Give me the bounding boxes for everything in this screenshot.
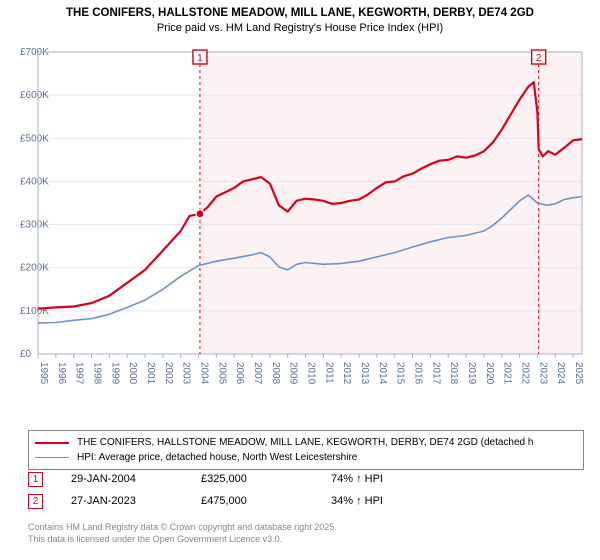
svg-text:2010: 2010 [306,362,317,385]
svg-text:2009: 2009 [288,362,299,385]
svg-text:2016: 2016 [413,362,424,385]
svg-text:2019: 2019 [466,362,477,385]
marker-date: 29-JAN-2004 [71,473,201,485]
svg-text:2006: 2006 [234,362,245,385]
svg-text:1998: 1998 [92,362,103,385]
svg-text:2025: 2025 [573,362,584,385]
svg-text:£400K: £400K [20,176,49,187]
footer-credits: Contains HM Land Registry data © Crown c… [28,522,337,545]
footer-line2: This data is licensed under the Open Gov… [28,534,337,546]
marker-price: £325,000 [201,473,331,485]
svg-text:2023: 2023 [537,362,548,385]
svg-text:2017: 2017 [430,362,441,385]
marker-delta: 34% ↑ HPI [331,495,461,507]
svg-text:2024: 2024 [555,362,566,385]
svg-text:£500K: £500K [20,133,49,144]
svg-text:2014: 2014 [377,362,388,385]
marker-badge: 1 [28,472,43,487]
marker-delta: 74% ↑ HPI [331,473,461,485]
svg-text:2007: 2007 [252,362,263,385]
svg-text:2022: 2022 [520,362,531,385]
svg-text:£600K: £600K [20,90,49,101]
svg-text:2003: 2003 [181,362,192,385]
svg-text:2005: 2005 [216,362,227,385]
svg-text:1996: 1996 [56,362,67,385]
marker-table: 1 29-JAN-2004 £325,000 74% ↑ HPI 2 27-JA… [28,468,584,512]
svg-text:£0: £0 [20,349,32,360]
svg-text:2001: 2001 [145,362,156,385]
marker-number: 2 [33,496,39,507]
legend-swatch [35,442,69,444]
svg-text:£300K: £300K [20,220,49,231]
svg-text:2015: 2015 [395,362,406,385]
marker-row: 2 27-JAN-2023 £475,000 34% ↑ HPI [28,490,584,512]
legend: THE CONIFERS, HALLSTONE MEADOW, MILL LAN… [28,430,584,470]
legend-label: HPI: Average price, detached house, Nort… [77,452,357,463]
svg-text:1995: 1995 [38,362,49,385]
svg-text:2002: 2002 [163,362,174,385]
chart-title-line1: THE CONIFERS, HALLSTONE MEADOW, MILL LAN… [0,0,600,21]
marker-number: 1 [33,474,39,485]
svg-text:1997: 1997 [74,362,85,385]
svg-text:2013: 2013 [359,362,370,385]
legend-item: THE CONIFERS, HALLSTONE MEADOW, MILL LAN… [35,435,577,450]
svg-text:2012: 2012 [341,362,352,385]
footer-line1: Contains HM Land Registry data © Crown c… [28,522,337,534]
svg-text:2020: 2020 [484,362,495,385]
svg-text:2: 2 [536,53,542,64]
svg-text:2008: 2008 [270,362,281,385]
svg-text:£200K: £200K [20,263,49,274]
marker-row: 1 29-JAN-2004 £325,000 74% ↑ HPI [28,468,584,490]
svg-text:2000: 2000 [127,362,138,385]
svg-text:2011: 2011 [323,362,334,384]
svg-text:1999: 1999 [109,362,120,385]
marker-price: £475,000 [201,495,331,507]
chart-plot: £0£100K£200K£300K£400K£500K£600K£700K199… [18,46,588,406]
svg-text:2021: 2021 [502,362,513,385]
marker-badge: 2 [28,494,43,509]
chart-container: THE CONIFERS, HALLSTONE MEADOW, MILL LAN… [0,0,600,560]
chart-title-line2: Price paid vs. HM Land Registry's House … [0,21,600,34]
svg-text:2018: 2018 [448,362,459,385]
legend-label: THE CONIFERS, HALLSTONE MEADOW, MILL LAN… [77,437,533,448]
legend-item: HPI: Average price, detached house, Nort… [35,450,577,465]
legend-swatch [35,457,69,458]
marker-date: 27-JAN-2023 [71,495,201,507]
svg-text:2004: 2004 [199,362,210,385]
svg-text:1: 1 [197,53,203,64]
